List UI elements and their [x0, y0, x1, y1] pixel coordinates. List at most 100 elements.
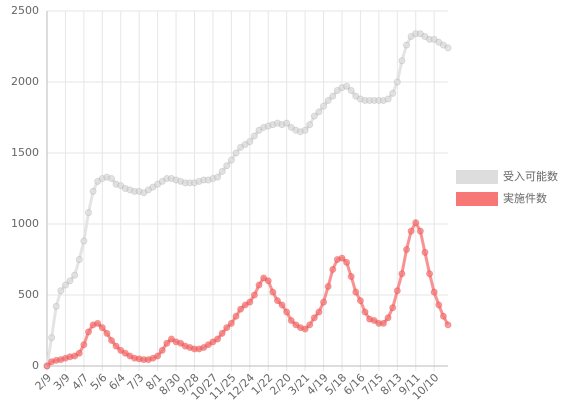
y-tick-label: 0	[32, 359, 39, 372]
data-point	[154, 180, 162, 188]
data-point	[61, 281, 69, 289]
data-point	[214, 173, 222, 181]
data-point	[361, 308, 369, 316]
data-point	[393, 78, 401, 86]
data-point	[403, 246, 411, 254]
data-point	[320, 102, 328, 110]
data-point	[43, 362, 51, 370]
data-point	[333, 87, 341, 95]
data-point	[273, 297, 281, 305]
data-point	[250, 132, 258, 140]
data-point	[269, 288, 277, 296]
data-point	[158, 346, 166, 354]
data-point	[158, 177, 166, 185]
data-point	[48, 334, 56, 342]
data-point	[329, 265, 337, 273]
data-point	[421, 33, 429, 41]
data-point	[435, 38, 443, 46]
data-point	[167, 335, 175, 343]
data-point	[94, 319, 102, 327]
data-point	[66, 277, 74, 285]
data-point	[347, 273, 355, 281]
data-point	[278, 301, 286, 309]
data-point	[71, 271, 79, 279]
data-point	[435, 301, 443, 309]
data-point	[389, 89, 397, 97]
data-point	[287, 317, 295, 325]
y-tick-label: 500	[18, 288, 39, 301]
data-point	[384, 314, 392, 322]
data-point	[52, 302, 60, 310]
series-line	[45, 219, 450, 368]
data-point	[301, 126, 309, 134]
data-point	[121, 349, 129, 357]
data-point	[444, 44, 452, 52]
data-point	[80, 237, 88, 245]
y-tick-label: 1500	[11, 146, 39, 159]
data-point	[421, 248, 429, 256]
data-point	[356, 297, 364, 305]
data-point	[80, 341, 88, 349]
data-point	[163, 339, 171, 347]
data-point	[352, 92, 360, 100]
data-point	[439, 312, 447, 320]
data-point	[154, 352, 162, 360]
data-point	[439, 41, 447, 49]
data-point	[232, 149, 240, 157]
data-point	[108, 175, 116, 183]
data-point	[398, 270, 406, 278]
data-point	[370, 317, 378, 325]
data-point	[237, 143, 245, 151]
data-point	[306, 321, 314, 329]
data-point	[112, 342, 120, 350]
x-tick-label: 7/3	[125, 371, 147, 393]
data-point	[343, 82, 351, 90]
data-point	[209, 338, 217, 346]
data-point	[306, 121, 314, 129]
data-point	[379, 319, 387, 327]
data-point	[444, 321, 452, 329]
data-point	[412, 219, 420, 227]
data-point	[218, 329, 226, 337]
data-point	[108, 336, 116, 344]
data-point	[255, 281, 263, 289]
data-point	[237, 305, 245, 313]
data-point	[430, 288, 438, 296]
data-point	[218, 167, 226, 175]
data-point	[416, 30, 424, 38]
data-point	[403, 41, 411, 49]
data-point	[250, 291, 258, 299]
data-point	[329, 92, 337, 100]
data-point	[200, 344, 208, 352]
data-point	[347, 87, 355, 95]
data-point	[223, 324, 231, 332]
x-tick-label: 4/7	[69, 371, 91, 393]
data-point	[287, 123, 295, 131]
y-tick-label: 2500	[11, 4, 39, 17]
data-point	[315, 308, 323, 316]
data-point	[57, 287, 65, 295]
data-point	[393, 287, 401, 295]
data-point	[71, 352, 79, 360]
data-point	[177, 339, 185, 347]
data-point	[283, 119, 291, 127]
data-point	[246, 298, 254, 306]
data-point	[264, 277, 272, 285]
data-point	[343, 258, 351, 266]
data-point	[324, 282, 332, 290]
x-tick-label: 5/6	[88, 371, 110, 393]
data-point	[117, 182, 125, 190]
x-tick-label: 6/4	[106, 371, 128, 393]
data-point	[320, 298, 328, 306]
data-point	[292, 321, 300, 329]
data-point	[89, 187, 97, 195]
data-point	[283, 308, 291, 316]
data-point	[352, 288, 360, 296]
data-point	[260, 274, 268, 282]
data-point	[103, 329, 111, 337]
data-point	[75, 349, 83, 357]
data-point	[232, 312, 240, 320]
legend-label: 実施件数	[503, 191, 547, 205]
legend-swatch	[456, 192, 498, 206]
